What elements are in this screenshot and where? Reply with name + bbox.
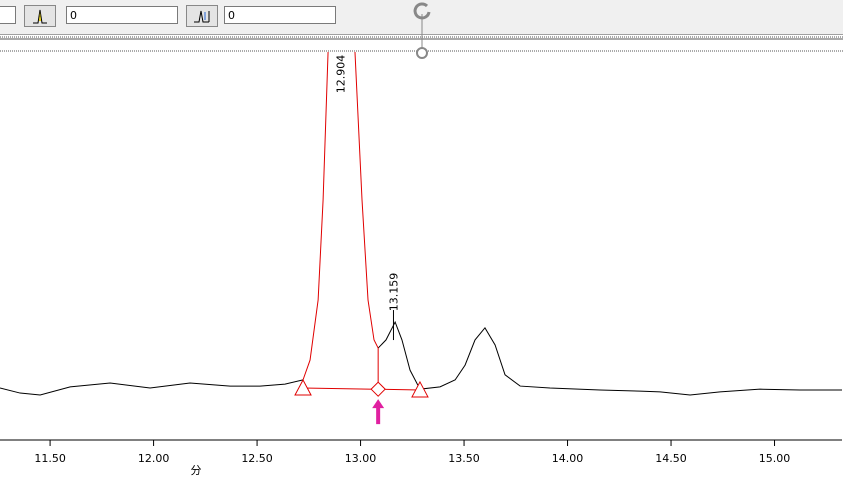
text-field[interactable]: 0 xyxy=(66,6,178,24)
trace xyxy=(302,52,379,381)
x-axis-label: 分 xyxy=(191,464,202,477)
baseline xyxy=(303,387,420,391)
x-tick-label: 14.00 xyxy=(552,452,584,465)
integrate-button[interactable] xyxy=(186,5,218,27)
peak-label: 13.159 xyxy=(387,273,400,312)
x-tick-label: 12.50 xyxy=(241,452,273,465)
field-partial xyxy=(0,6,16,24)
rotate-icon[interactable] xyxy=(413,2,431,20)
peak-label: 12.904 xyxy=(335,55,348,94)
x-tick-label: 13.00 xyxy=(345,452,377,465)
x-tick-label: 13.50 xyxy=(448,452,480,465)
marker-triangle xyxy=(411,380,429,398)
icon xyxy=(33,9,47,24)
trace xyxy=(0,320,842,396)
marker-triangle xyxy=(294,378,312,396)
x-tick-label: 12.00 xyxy=(138,452,170,465)
x-tick-label: 14.50 xyxy=(655,452,687,465)
arrow xyxy=(372,399,385,425)
peak-button[interactable] xyxy=(24,5,56,27)
plot xyxy=(0,52,842,396)
handle[interactable] xyxy=(416,47,428,59)
text-field[interactable]: 0 xyxy=(224,6,336,24)
marker-diamond xyxy=(370,381,386,397)
x-tick-label: 15.00 xyxy=(759,452,791,465)
x-tick-label: 11.50 xyxy=(34,452,66,465)
icon xyxy=(194,10,210,23)
